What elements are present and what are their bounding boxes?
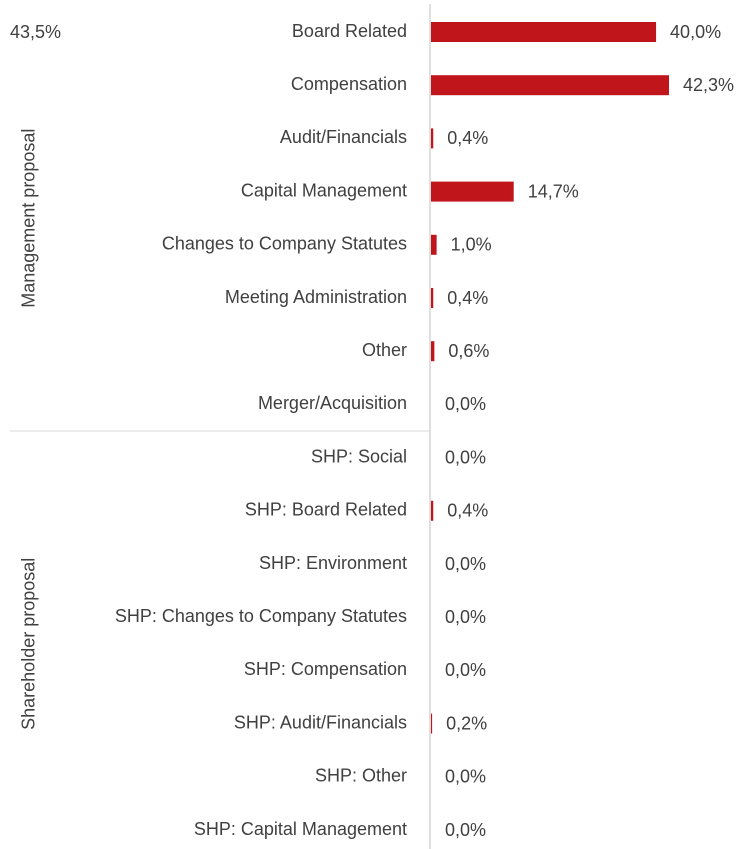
bar (431, 128, 434, 149)
category-label: SHP: Other (315, 766, 407, 786)
value-label: 0,4% (447, 501, 488, 521)
category-label: Board Related (292, 21, 407, 41)
category-label: SHP: Board Related (245, 500, 407, 520)
category-label: Other (362, 340, 407, 360)
category-label: SHP: Environment (259, 553, 407, 573)
category-label: SHP: Changes to Company Statutes (115, 606, 407, 626)
value-label: 1,0% (451, 235, 492, 255)
bar (431, 288, 434, 308)
category-label: Merger/Acquisition (258, 393, 407, 413)
bar (431, 500, 434, 521)
value-label: 0,0% (445, 767, 486, 787)
category-label: Compensation (291, 74, 407, 94)
group-label: Management proposal (19, 129, 39, 308)
value-label: 40,0% (670, 22, 721, 42)
value-label: 42,3% (683, 75, 734, 95)
category-label: Audit/Financials (280, 127, 407, 147)
value-label: 14,7% (528, 181, 579, 201)
category-label: SHP: Capital Management (194, 819, 407, 839)
bar (431, 341, 435, 362)
bar (431, 713, 433, 734)
value-label: 0,4% (447, 128, 488, 148)
value-label: 0,0% (445, 447, 486, 467)
value-label: 0,2% (446, 713, 487, 733)
category-label: Changes to Company Statutes (162, 234, 407, 254)
bar (431, 22, 657, 42)
category-label: SHP: Compensation (244, 659, 407, 679)
bar (431, 234, 437, 255)
value-label: 0,0% (445, 554, 486, 574)
annotation: 43,5% (10, 22, 61, 42)
value-label: 0,0% (445, 607, 486, 627)
category-label: SHP: Audit/Financials (234, 712, 407, 732)
bar (431, 75, 669, 96)
group-label: Shareholder proposal (19, 558, 39, 730)
bar (431, 181, 514, 202)
value-label: 0,4% (447, 288, 488, 308)
category-label: SHP: Social (311, 446, 407, 466)
category-label: Meeting Administration (225, 287, 407, 307)
category-label: Capital Management (241, 180, 407, 200)
value-label: 0,0% (445, 394, 486, 414)
value-label: 0,0% (445, 820, 486, 840)
value-label: 0,6% (448, 341, 489, 361)
value-label: 0,0% (445, 660, 486, 680)
